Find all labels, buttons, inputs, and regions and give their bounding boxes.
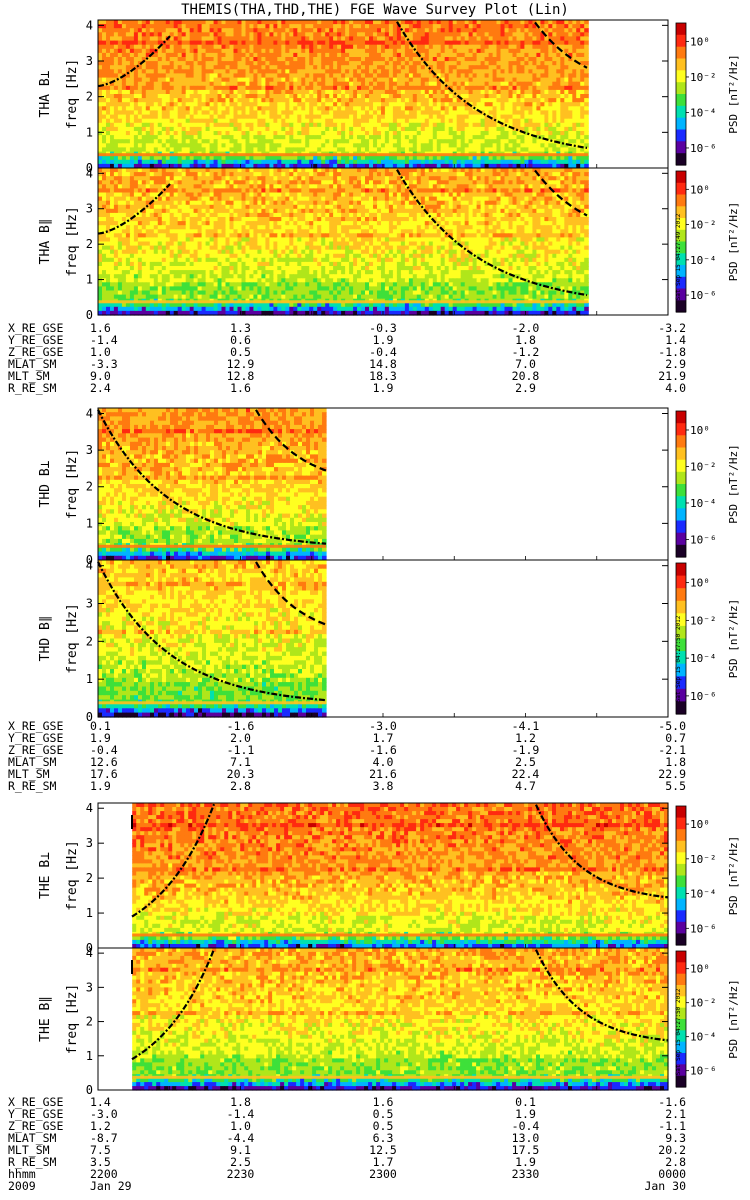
y-tick-label: 4 xyxy=(86,801,93,815)
y-tick-label: 4 xyxy=(86,406,93,420)
y-tick-label: 3 xyxy=(86,202,93,216)
y-tick-label: 1 xyxy=(86,1049,93,1063)
colorbar-label: PSD [nT²/Hz] xyxy=(727,599,740,678)
spectrogram-panel: 0 1 2 3 4 THA B∥ freq [Hz] xyxy=(38,166,668,322)
y-tick-label: 1 xyxy=(86,273,93,287)
time-tick-label: 2230 xyxy=(227,1167,255,1181)
y-tick-label: 2 xyxy=(86,480,93,494)
colorbar-tick-label: 10⁻⁴ xyxy=(690,1031,717,1044)
colorbar-tick-label: 10⁻⁶ xyxy=(690,690,717,703)
y-tick-label: 2 xyxy=(86,1015,93,1029)
panel-freq-label: freq [Hz] xyxy=(65,59,80,129)
y-tick-label: 1 xyxy=(86,516,93,530)
panel-freq-label: freq [Hz] xyxy=(65,840,80,910)
y-tick-label: 0 xyxy=(86,308,93,322)
panel-component-label: THD B∥ xyxy=(38,616,53,662)
time-tick-label: 2330 xyxy=(512,1167,540,1181)
colorbar-tick-label: 10⁻⁴ xyxy=(690,888,717,901)
panel-freq-label: freq [Hz] xyxy=(65,449,80,519)
colorbar-tick-label: 10⁰ xyxy=(690,424,710,437)
colorbar-tick-label: 10⁰ xyxy=(690,818,710,831)
timestamp: Sat Sep 15 04:27:49 2012 xyxy=(675,213,682,300)
time-start-date: Jan 29 xyxy=(90,1179,132,1193)
timestamp: Sat Sep 15 04:27:50 2012 xyxy=(675,988,682,1075)
colorbar-tick-label: 10⁻⁶ xyxy=(690,533,717,546)
panel-freq-label: freq [Hz] xyxy=(65,603,80,673)
colorbar-tick-label: 10⁻² xyxy=(690,219,717,232)
y-tick-label: 4 xyxy=(86,559,93,573)
y-tick-label: 4 xyxy=(86,166,93,180)
colorbar-tick-label: 10⁻⁴ xyxy=(690,652,717,665)
colorbar-tick-label: 10⁻² xyxy=(690,460,717,473)
colorbar-tick-label: 10⁻⁴ xyxy=(690,497,717,510)
colorbar-tick-label: 10⁰ xyxy=(690,963,710,976)
ephemeris-value: 5.5 xyxy=(665,779,686,793)
ephemeris-value: 1.6 xyxy=(230,381,251,395)
y-tick-label: 2 xyxy=(86,871,93,885)
ephemeris-row-label: R_RE_SM xyxy=(8,381,57,395)
ephemeris-value: 1.9 xyxy=(373,381,394,395)
timestamp: Sat Sep 15 04:27:50 2012 xyxy=(675,615,682,702)
y-tick-label: 3 xyxy=(86,54,93,68)
colorbar-tick-label: 10⁻² xyxy=(690,614,717,627)
colorbar-tick-label: 10⁰ xyxy=(690,577,710,590)
y-tick-label: 1 xyxy=(86,906,93,920)
colorbar-label: PSD [nT²/Hz] xyxy=(727,202,740,281)
colorbar-tick-label: 10⁻² xyxy=(690,71,717,84)
panel-component-label: THE B∥ xyxy=(38,996,53,1042)
plot-title: THEMIS(THA,THD,THE) FGE Wave Survey Plot… xyxy=(181,2,569,18)
y-tick-label: 4 xyxy=(86,946,93,960)
panel-component-label: THA B∥ xyxy=(38,219,53,265)
panel-freq-label: freq [Hz] xyxy=(65,984,80,1054)
colorbar-tick-label: 10⁰ xyxy=(690,183,710,196)
y-tick-label: 3 xyxy=(86,980,93,994)
colorbar-tick-label: 10⁻⁴ xyxy=(690,106,717,119)
panel-freq-label: freq [Hz] xyxy=(65,206,80,276)
panel-component-label: THA B⊥ xyxy=(38,70,53,117)
y-tick-label: 2 xyxy=(86,634,93,648)
y-tick-label: 1 xyxy=(86,125,93,139)
colorbar-tick-label: 10⁻⁶ xyxy=(690,289,717,302)
colorbar-label: PSD [nT²/Hz] xyxy=(727,54,740,133)
colorbar-tick-label: 10⁻⁶ xyxy=(690,922,717,935)
ephemeris-value: 2.4 xyxy=(90,381,111,395)
y-tick-label: 1 xyxy=(86,672,93,686)
ephemeris-value: 2.8 xyxy=(230,779,251,793)
colorbar-tick-label: 10⁻⁴ xyxy=(690,254,717,267)
panel-component-label: THD B⊥ xyxy=(38,460,53,507)
colorbar-label: PSD [nT²/Hz] xyxy=(727,979,740,1058)
panel-component-label: THE B⊥ xyxy=(38,852,53,899)
ephemeris-value: 1.9 xyxy=(90,779,111,793)
ephemeris-value: 3.8 xyxy=(373,779,394,793)
y-tick-label: 2 xyxy=(86,90,93,104)
ephemeris-value: 4.7 xyxy=(515,779,536,793)
time-tick-label: 2300 xyxy=(369,1167,397,1181)
colorbar-label: PSD [nT²/Hz] xyxy=(727,836,740,915)
ephemeris-value: 2.9 xyxy=(515,381,536,395)
y-tick-label: 4 xyxy=(86,18,93,32)
ephemeris-value: 4.0 xyxy=(665,381,686,395)
colorbar-tick-label: 10⁰ xyxy=(690,35,710,48)
colorbar-tick-label: 10⁻² xyxy=(690,853,717,866)
colorbar-label: PSD [nT²/Hz] xyxy=(727,444,740,523)
time-end-date: Jan 30 xyxy=(644,1179,686,1193)
ephemeris-row-label: R_RE_SM xyxy=(8,779,57,793)
colorbar-tick-label: 10⁻² xyxy=(690,997,717,1010)
y-tick-label: 2 xyxy=(86,237,93,251)
y-tick-label: 3 xyxy=(86,836,93,850)
colorbar-tick-label: 10⁻⁶ xyxy=(690,1065,717,1078)
colorbar-tick-label: 10⁻⁶ xyxy=(690,142,717,155)
y-tick-label: 3 xyxy=(86,443,93,457)
time-year: 2009 xyxy=(8,1179,36,1193)
y-tick-label: 3 xyxy=(86,597,93,611)
